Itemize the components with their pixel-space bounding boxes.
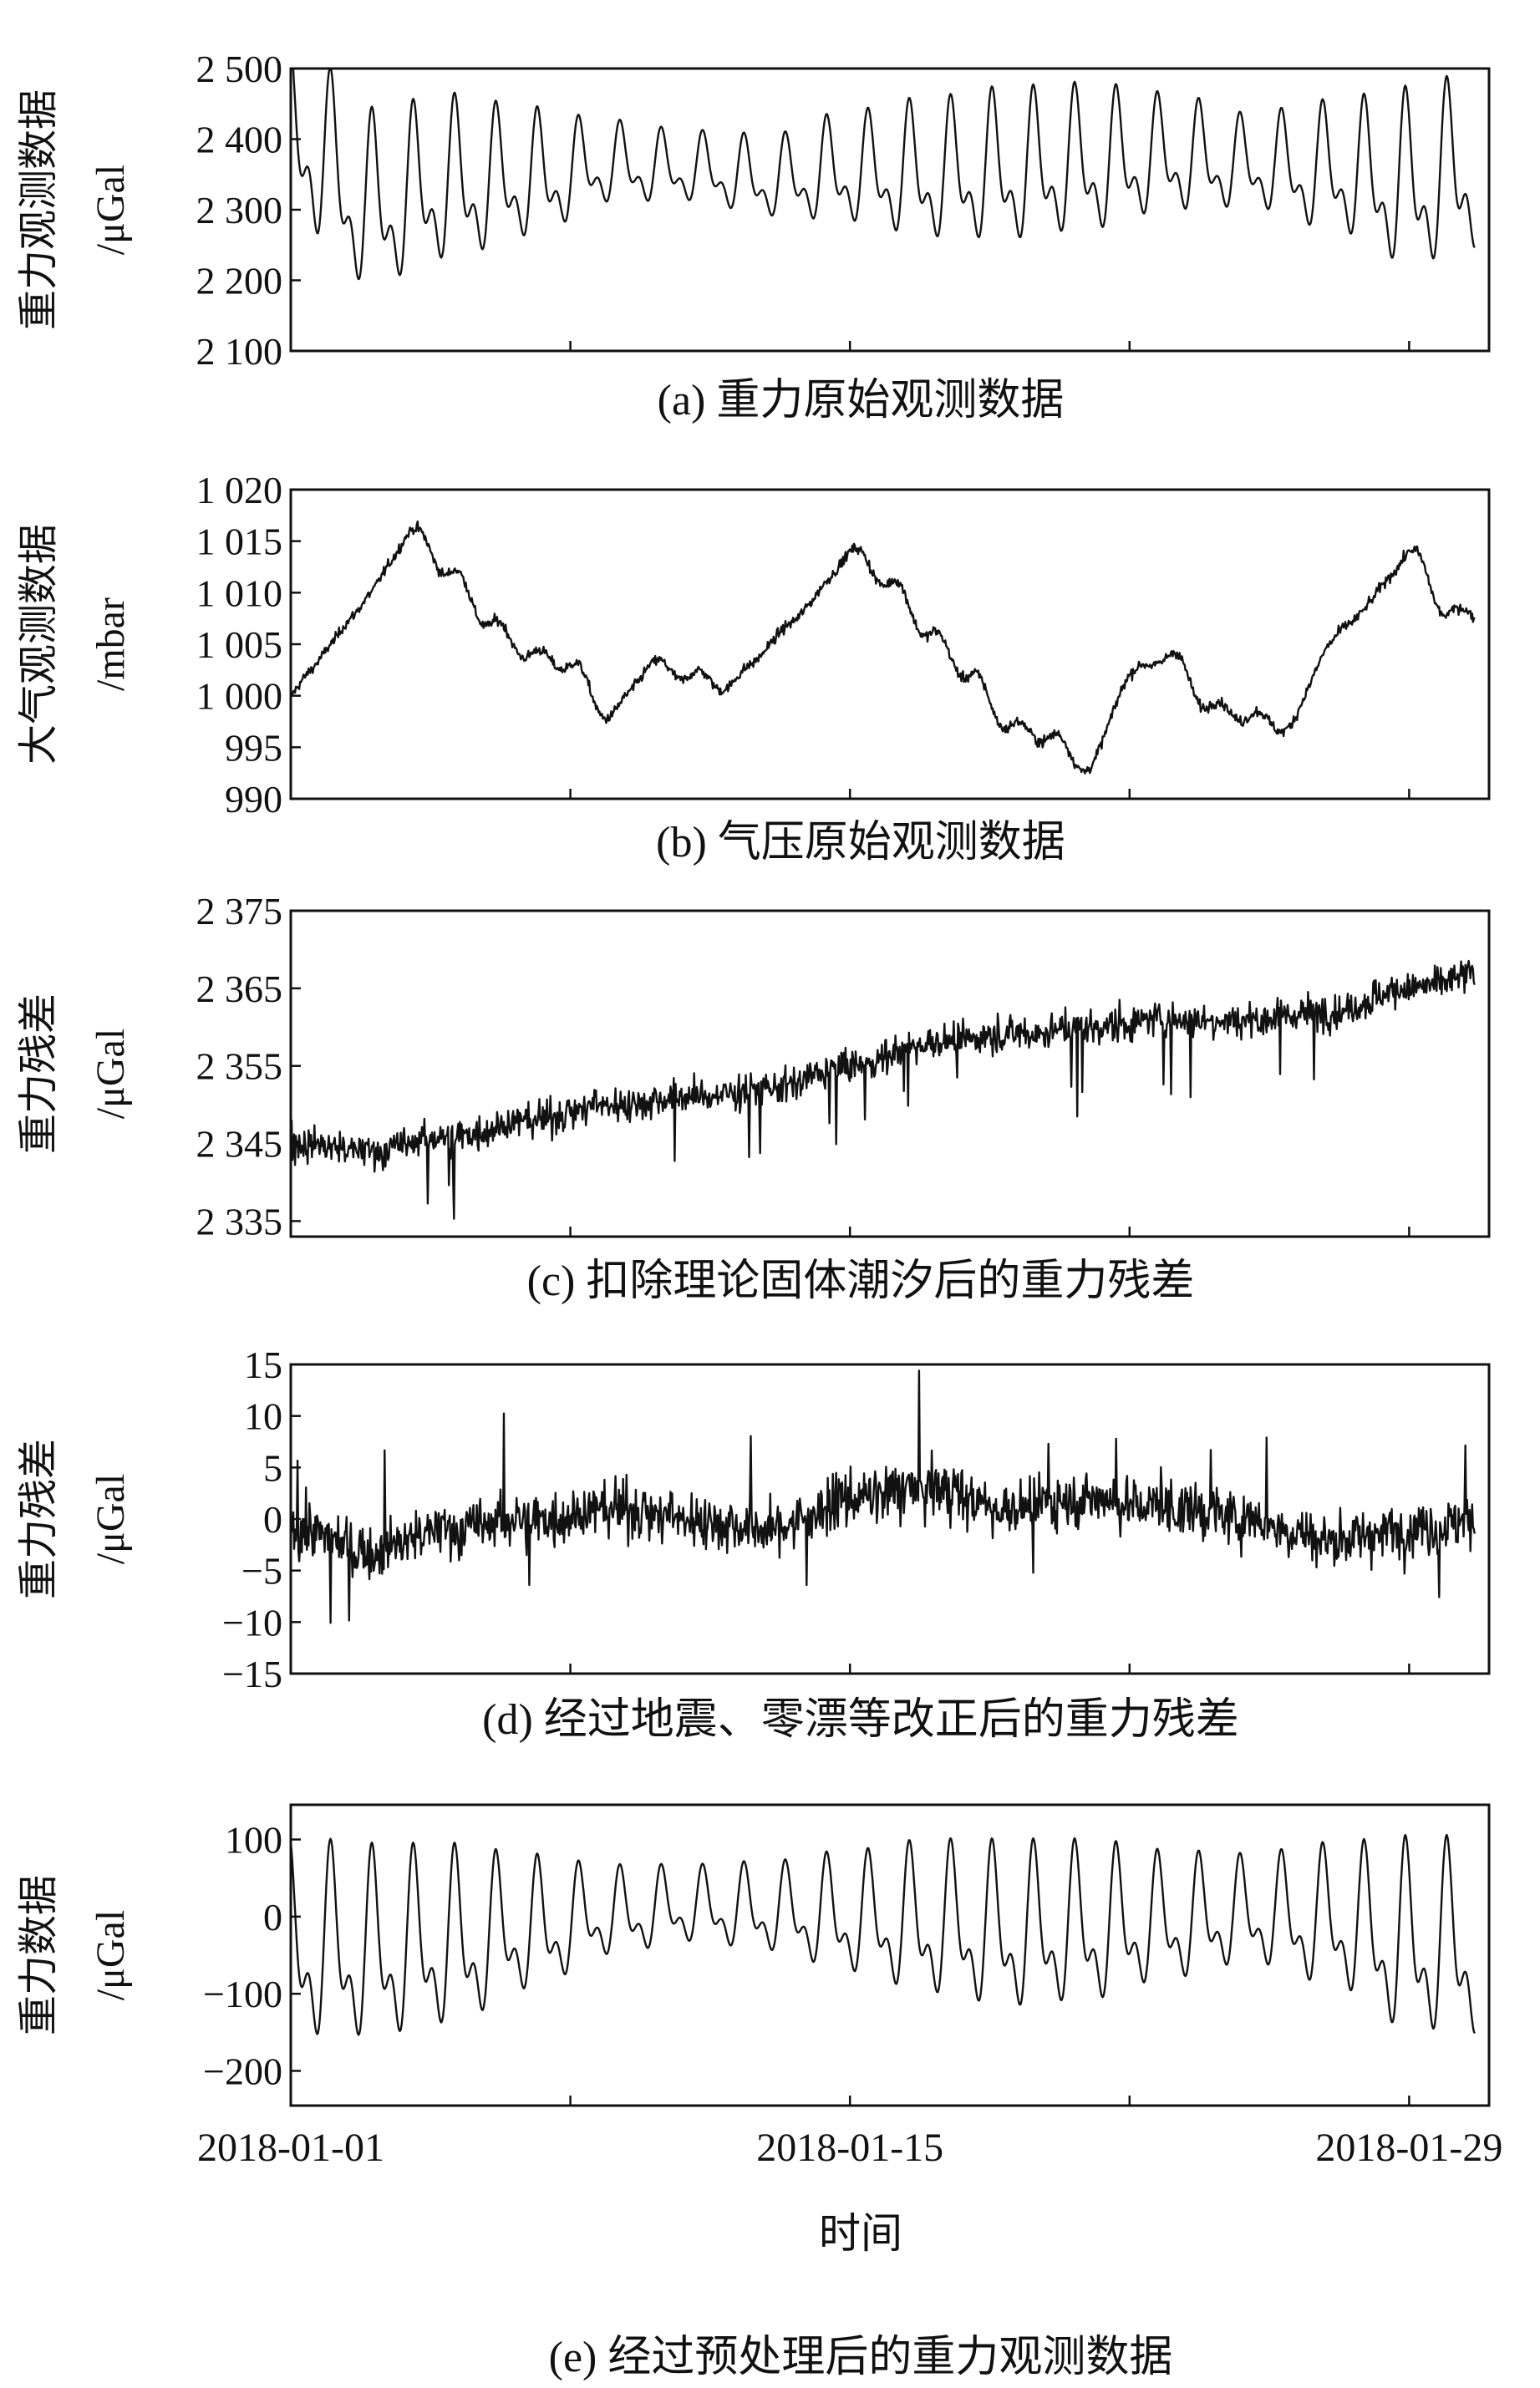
y-tick-label: 1 000 xyxy=(196,675,283,718)
caption-e: (e) 经过预处理后的重力观测数据 xyxy=(549,2334,1173,2381)
y-axis-title-d: 重力残差 xyxy=(17,1439,61,1599)
y-axis-title-e: /μGal xyxy=(89,1910,133,2000)
panel-c: 2 335 2 345 2 355 2 365 2 375 重力残差/μGal (c) 扣除… xyxy=(17,890,1491,1305)
x-tick-label: 2018-01-29 xyxy=(1315,2126,1502,2170)
y-tick-label: −5 xyxy=(241,1550,282,1593)
x-tick-label: 2018-01-15 xyxy=(756,2126,943,2170)
caption-b: (b) 气压原始观测数据 xyxy=(656,819,1065,866)
y-axis-title-b: /mbar xyxy=(89,597,133,691)
y-tick-label: 2 200 xyxy=(196,260,283,302)
y-tick-label: 2 375 xyxy=(196,890,283,932)
series-line-e xyxy=(289,1833,1476,2036)
y-tick-label: 1 010 xyxy=(196,572,283,614)
y-tick-label: 990 xyxy=(225,778,282,821)
series-line-b xyxy=(290,520,1476,775)
x-axis-title: 时间 xyxy=(819,2210,902,2257)
y-tick-label: 2 365 xyxy=(196,968,283,1010)
y-axis-title-e: 重力数据 xyxy=(17,1875,61,2035)
y-tick-label: 0 xyxy=(263,1498,282,1541)
caption-d: (d) 经过地震、零漂等改正后的重力残差 xyxy=(482,1696,1239,1744)
y-tick-label: 2 355 xyxy=(196,1045,283,1088)
y-axis-title-d: /μGal xyxy=(89,1474,133,1564)
y-axis-title-c: /μGal xyxy=(89,1029,133,1119)
y-tick-label: 995 xyxy=(225,726,282,769)
y-tick-label: −15 xyxy=(222,1653,282,1695)
y-axis-title-b: 大气观测数据 xyxy=(17,524,61,765)
caption-c: (c) 扣除理论固体潮汐后的重力残差 xyxy=(527,1258,1195,1305)
plot-frame-e xyxy=(289,1803,1491,2107)
series-line-a xyxy=(290,67,1476,281)
series-line-c xyxy=(289,959,1476,1220)
plot-frame-b xyxy=(289,488,1491,800)
y-tick-label: 1 020 xyxy=(196,469,283,511)
y-tick-label: 100 xyxy=(225,1819,282,1862)
y-tick-label: −10 xyxy=(222,1601,282,1644)
panel-a: 2 100 2 200 2 300 2 400 2 500 重力观测数据/μGal (a) … xyxy=(17,48,1491,424)
y-tick-label: 2 400 xyxy=(196,119,283,161)
y-tick-label: −100 xyxy=(203,1973,282,2015)
y-tick-label: 2 345 xyxy=(196,1123,283,1166)
y-tick-label: 2 335 xyxy=(196,1200,283,1242)
y-tick-label: 5 xyxy=(263,1446,282,1489)
x-tick-label: 2018-01-01 xyxy=(197,2126,384,2170)
panel-e: −200 −100 0 100 重力数据/μGal (e) 经过预处理后的重力观测数据 20… xyxy=(17,1803,1502,2381)
y-tick-label: 1 005 xyxy=(196,623,283,666)
panel-d: −15 −10 −5 0 5 10 15 重力残差/μGal (d) 经过地震、零漂等改正后的重… xyxy=(17,1344,1491,1744)
y-tick-label: 2 500 xyxy=(196,48,283,90)
plot-frame-c xyxy=(289,909,1491,1238)
series-line-d xyxy=(289,1369,1476,1624)
y-axis-title-a: /μGal xyxy=(89,165,133,255)
caption-a: (a) 重力原始观测数据 xyxy=(658,377,1065,424)
y-tick-label: 0 xyxy=(263,1896,282,1938)
y-tick-label: 2 300 xyxy=(196,189,283,231)
y-tick-label: −200 xyxy=(203,2050,282,2092)
y-axis-title-c: 重力残差 xyxy=(17,993,61,1154)
y-tick-label: 10 xyxy=(244,1395,282,1438)
y-tick-label: 1 015 xyxy=(196,521,283,563)
y-tick-label: 2 100 xyxy=(196,330,283,373)
y-tick-label: 15 xyxy=(244,1344,282,1386)
panel-b: 990 995 1 000 1 005 1 010 1 015 1 020 大气观测数据/mb… xyxy=(17,469,1491,866)
y-axis-title-a: 重力观测数据 xyxy=(17,89,61,330)
